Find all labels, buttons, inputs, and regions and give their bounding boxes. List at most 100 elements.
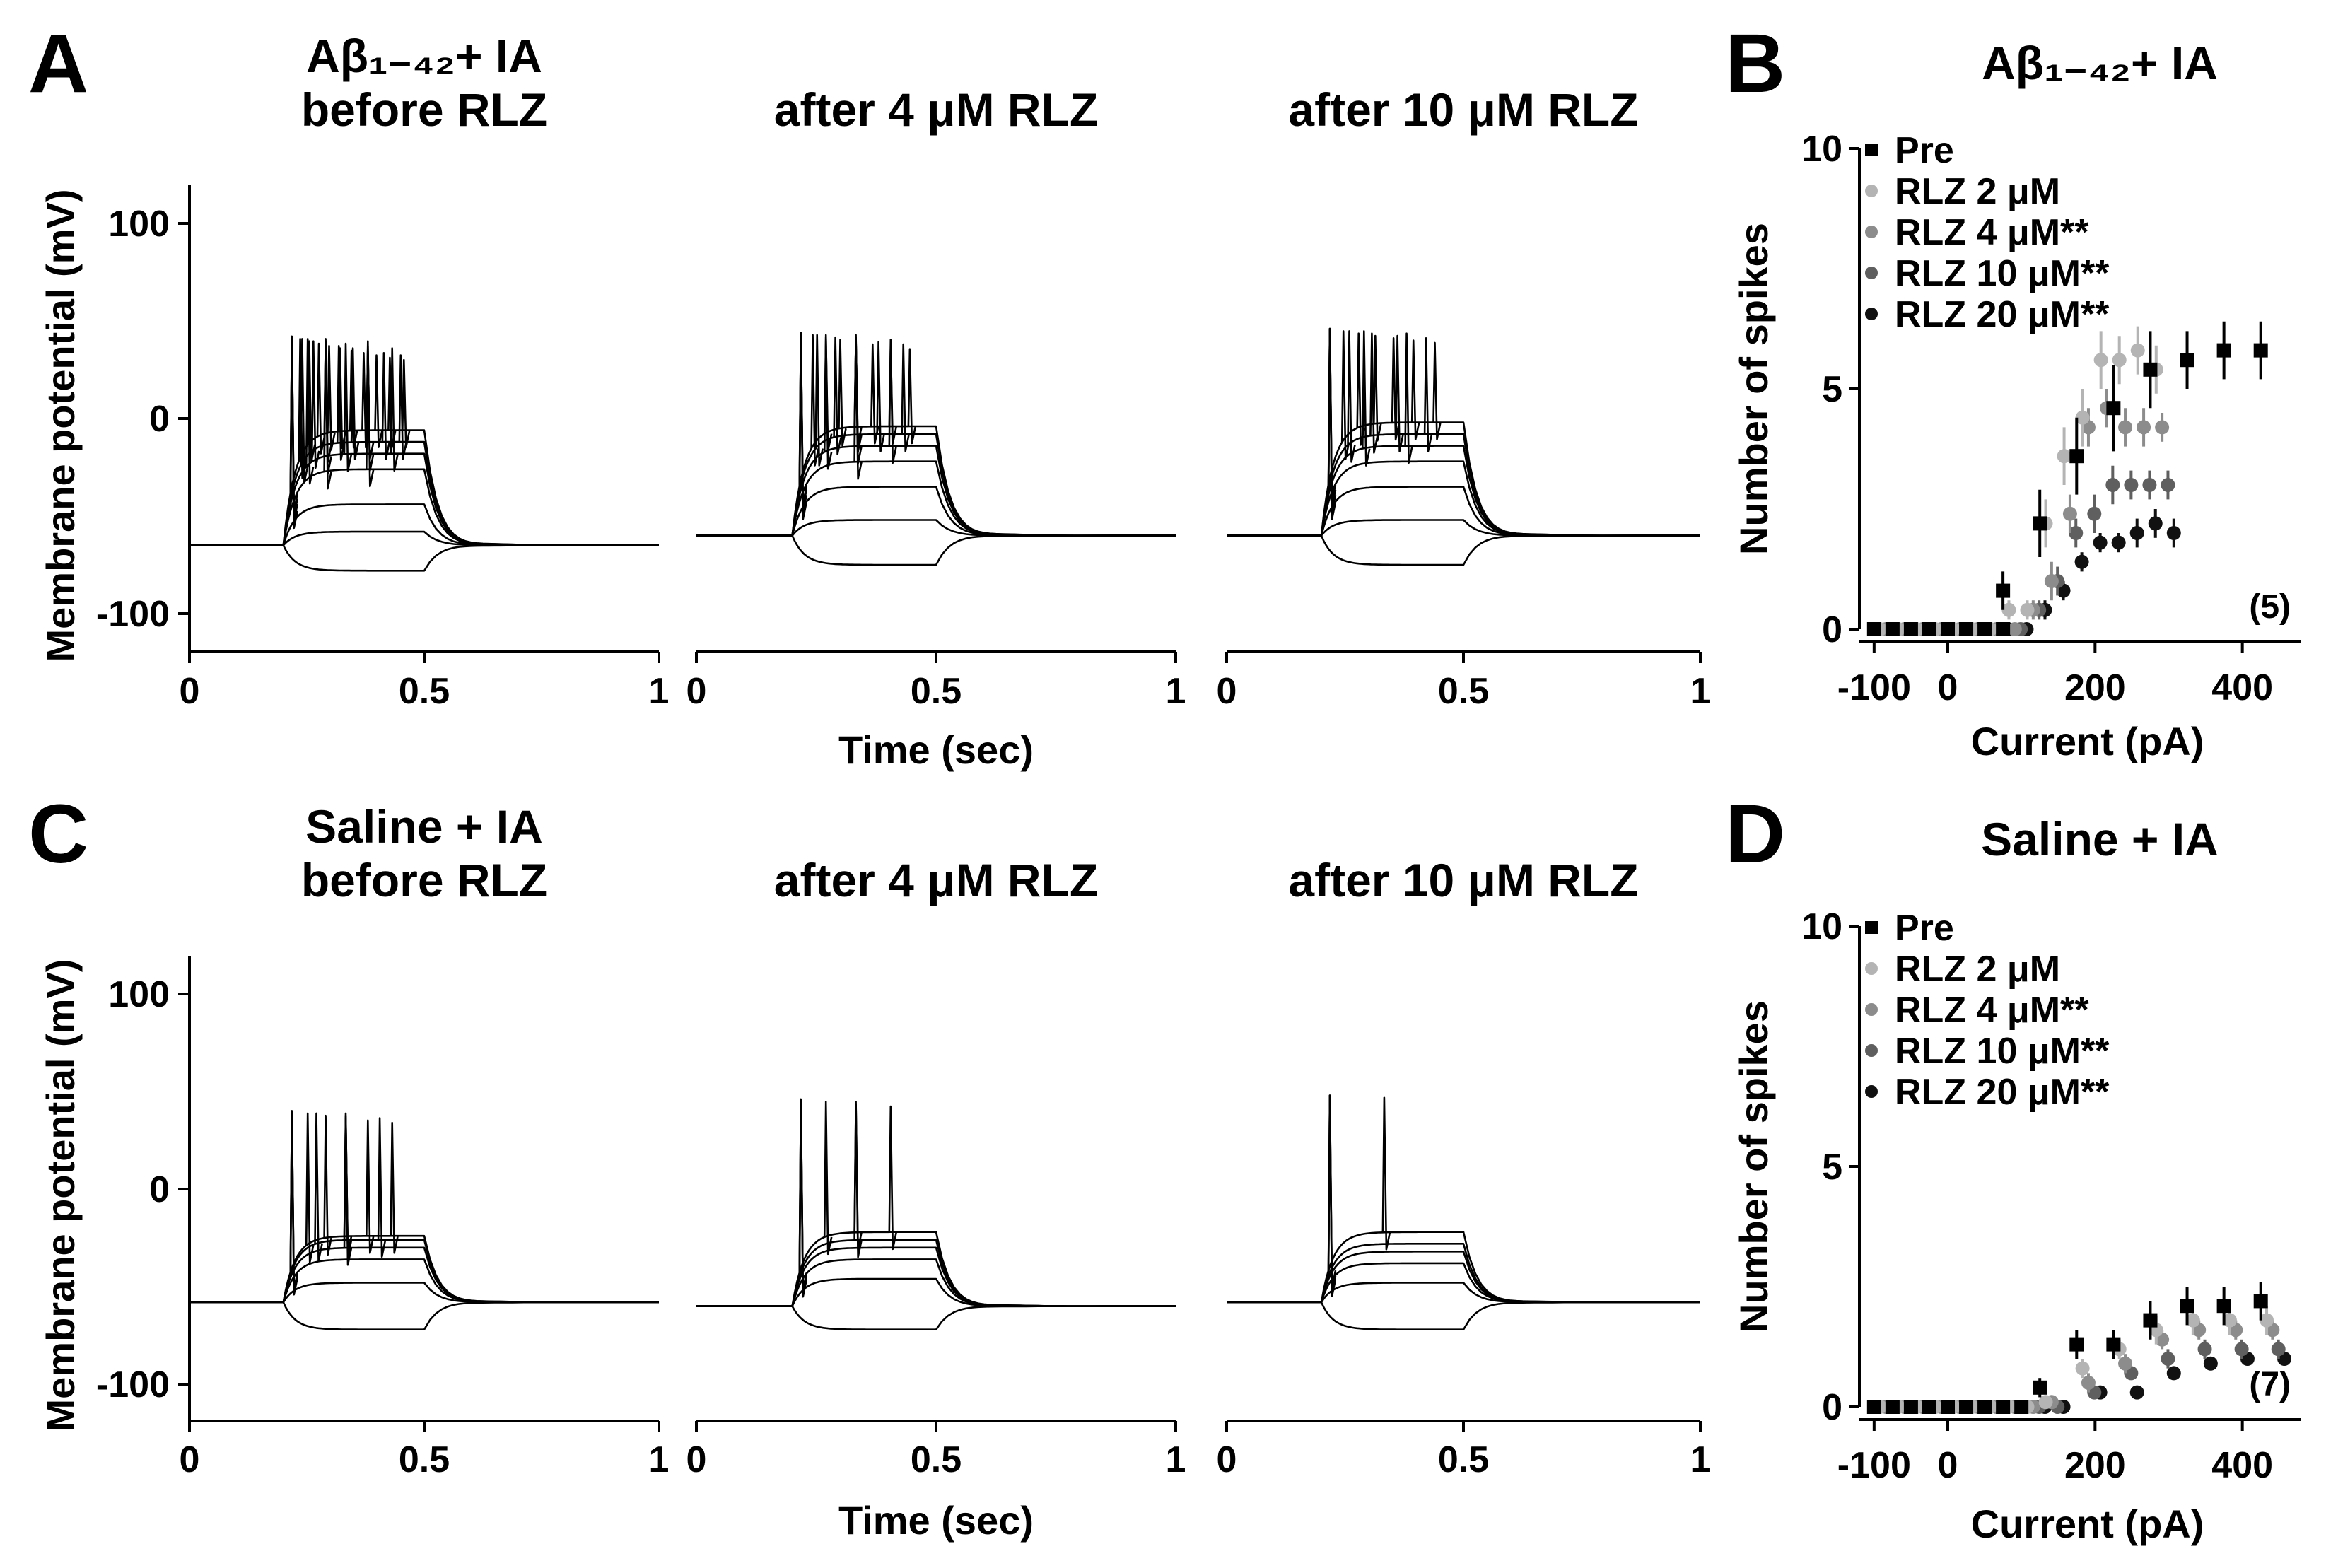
data-point (2007, 622, 2022, 636)
voltage-trace (189, 1282, 659, 1304)
spike (305, 1112, 315, 1263)
data-point (2137, 420, 2151, 435)
panel-title: after 4 μM RLZ (774, 854, 1098, 906)
x-tick-label: -100 (1837, 1445, 1911, 1486)
data-point (2161, 1352, 2175, 1366)
legend-label: RLZ 4 μM** (1895, 990, 2089, 1031)
spike (1327, 1094, 1337, 1289)
data-point (2111, 535, 2126, 550)
x-tick-label: 0 (180, 671, 200, 712)
legend-marker (1865, 1085, 1878, 1098)
spike (1327, 327, 1337, 503)
voltage-trace (1227, 534, 1700, 566)
data-point (2075, 1361, 2090, 1376)
data-point (2033, 1380, 2047, 1395)
spike (1347, 330, 1356, 463)
legend-marker (1865, 185, 1878, 197)
voltage-trace (696, 1246, 1176, 1307)
x-tick-label: 1 (649, 1439, 670, 1480)
spike (307, 340, 316, 463)
legend-marker (1865, 962, 1878, 975)
voltage-trace (1227, 1251, 1700, 1304)
x-tick-label: 0 (1938, 1445, 1958, 1486)
x-tick-label: 200 (2064, 667, 2126, 708)
y-tick-label: 100 (108, 204, 170, 245)
data-point (2038, 1395, 2053, 1410)
data-point (2253, 343, 2268, 358)
spike (1410, 339, 1420, 440)
spike (1395, 334, 1404, 452)
spike (343, 342, 353, 472)
data-point (2143, 1313, 2158, 1328)
y-tick-label: 0 (149, 399, 170, 440)
data-point (2271, 1342, 2286, 1357)
data-point (2069, 449, 2084, 464)
voltage-trace (189, 468, 659, 546)
series-0 (1866, 1282, 2268, 1414)
y-tick-label: 0 (1822, 1387, 1842, 1428)
spike (810, 334, 819, 467)
voltage-trace (1227, 1301, 1700, 1330)
panel-title: before RLZ (301, 83, 547, 136)
spike (876, 341, 885, 452)
data-point (2161, 478, 2175, 492)
y-tick-label: 10 (1801, 129, 1842, 170)
x-tick-label: 0.5 (399, 671, 450, 712)
data-point (2185, 1313, 2200, 1328)
voltage-trace (189, 530, 659, 546)
y-tick-label: -100 (96, 1364, 170, 1405)
y-tick-label: 100 (108, 974, 170, 1015)
x-tick-label: 0 (180, 1439, 200, 1480)
n-label: (5) (2249, 588, 2291, 626)
y-tick-label: 0 (149, 1169, 170, 1210)
data-point (2075, 410, 2090, 425)
y-axis-label: Number of spikes (1731, 1000, 1776, 1333)
x-tick-label: 0.5 (911, 1439, 962, 1480)
trace-panel: after 10 μM RLZ 0 0.5 1 (1217, 854, 1711, 1480)
panel-letter-b: B (1725, 17, 1785, 110)
legend-marker (1865, 226, 1878, 238)
panel-title: before RLZ (301, 854, 547, 906)
trace-panel: after 4 μM RLZ 0 0.5 1 Time (sec) (686, 83, 1186, 772)
chart-title: Saline + IA (1981, 813, 2219, 865)
legend-marker (1865, 308, 1878, 320)
data-point (2087, 506, 2102, 521)
voltage-trace (189, 1258, 659, 1304)
x-tick-label: 400 (2211, 1445, 2273, 1486)
spike (1373, 334, 1382, 442)
legend-marker (1865, 1044, 1878, 1057)
voltage-trace (696, 1258, 1176, 1307)
x-axis-label: Current (pA) (1971, 719, 2204, 763)
spike (907, 348, 917, 445)
voltage-trace (1227, 1282, 1700, 1304)
data-point (2105, 478, 2120, 492)
spike (1362, 330, 1371, 467)
spike (311, 340, 320, 469)
y-axis-label: Membrane potential (mV) (38, 959, 83, 1432)
data-point (2216, 1299, 2231, 1314)
data-point (2203, 1356, 2218, 1371)
voltage-trace (696, 486, 1176, 537)
spike (814, 334, 824, 467)
spike (888, 346, 898, 445)
data-point (2166, 1366, 2181, 1381)
data-point (1977, 1400, 1992, 1414)
voltage-trace (189, 544, 659, 572)
data-point (1996, 1400, 2011, 1414)
data-point (2143, 362, 2158, 377)
voltage-trace (1227, 445, 1700, 537)
voltage-trace (189, 503, 659, 546)
legend-label: RLZ 20 μM** (1895, 294, 2110, 335)
voltage-trace (696, 460, 1176, 537)
spike (361, 352, 370, 449)
x-axis-label: Time (sec) (838, 1498, 1034, 1543)
spike (838, 339, 847, 447)
series-2 (1878, 389, 2170, 636)
legend-marker (1865, 1003, 1878, 1016)
data-point (1903, 622, 1918, 636)
data-point (1977, 622, 1992, 636)
